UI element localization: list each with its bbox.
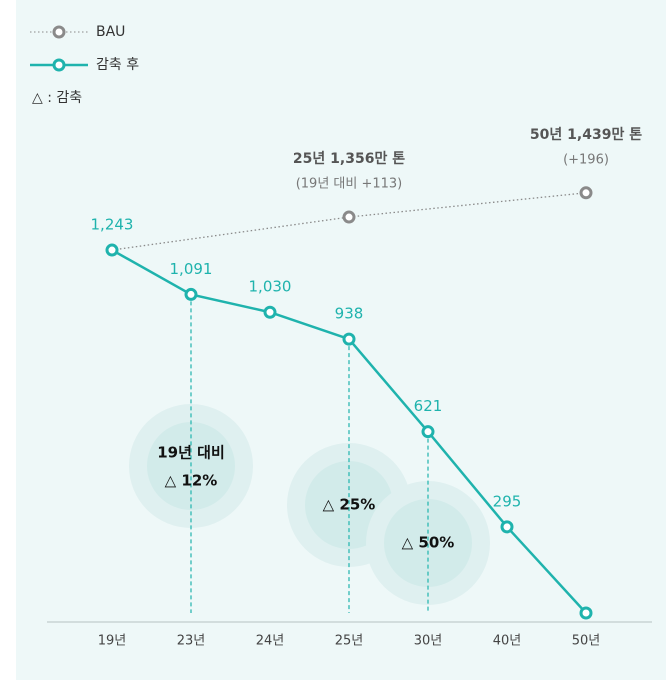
value-label: 1,091 (170, 260, 213, 278)
x-tick-label: 30년 (414, 634, 443, 649)
x-tick-label: 23년 (177, 634, 206, 649)
point (421, 425, 435, 439)
x-tick-label: 40년 (493, 634, 522, 649)
x-tick-label: 50년 (572, 634, 601, 649)
point (342, 210, 356, 224)
legend-note: △ : 감축 (32, 90, 82, 106)
x-tick-label: 19년 (98, 634, 127, 649)
value-label: 1,243 (91, 216, 134, 234)
legend-label: 감축 후 (96, 57, 139, 73)
x-tick-label: 25년 (335, 634, 364, 649)
annotation-label: △ 50% (402, 534, 455, 552)
value-label: 25년 1,356만 톤 (293, 151, 405, 167)
legend-marker (52, 25, 66, 39)
point (342, 332, 356, 346)
legend-marker (52, 58, 66, 72)
value-label: 938 (335, 305, 364, 323)
x-tick-label: 24년 (256, 634, 285, 649)
value-label: 295 (493, 492, 522, 510)
point (263, 305, 277, 319)
value-label: 50년 1,439만 톤 (530, 127, 642, 143)
point (579, 606, 593, 620)
halo (384, 499, 472, 587)
value-note: (19년 대비 +113) (296, 177, 403, 192)
value-note: (+196) (563, 152, 609, 167)
point (500, 520, 514, 534)
value-label: 621 (414, 397, 443, 415)
annotation-label: △ 12% (165, 472, 218, 490)
point (105, 243, 119, 257)
value-label: 1,030 (249, 278, 292, 296)
legend: BAU 감축 후 △ : 감축 (30, 24, 139, 106)
panel (16, 0, 666, 680)
annotation-label: △ 25% (323, 496, 376, 514)
annotation-text: 19년 대비 (157, 444, 225, 462)
legend-label: BAU (96, 24, 125, 40)
point (579, 186, 593, 200)
point (184, 287, 198, 301)
